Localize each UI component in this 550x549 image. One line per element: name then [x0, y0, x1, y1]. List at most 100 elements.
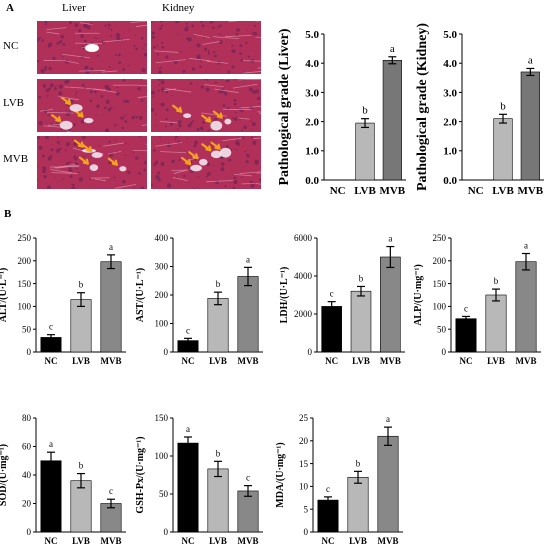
chart-liver-grade: 0.0 1.0 2.0 3.0 4.0 5.0 NC b LVB a MVB Pathological… [277, 28, 406, 197]
panel-label-a: A [6, 2, 14, 14]
chart-sod: 0 20 40 60 80 a NC b LVB c MVB SOD/(U·mg⁻¹) [0, 413, 126, 546]
x-tick-label: MVB [379, 185, 405, 197]
x-tick-label: NC [45, 536, 58, 546]
y-axis-label: ALT/(U·L⁻¹) [0, 268, 9, 323]
histology-row-nc: NC [3, 40, 19, 52]
y-tick-label: 10 [299, 482, 309, 492]
y-axis-label: Pathological grade (Liver) [277, 28, 292, 185]
x-tick-label: MVB [378, 536, 399, 546]
x-tick-label: NC [330, 185, 346, 197]
significance-letter: c [246, 473, 250, 483]
bar-mvb [237, 490, 259, 533]
y-axis-label: MDA/(U·mg⁻¹) [275, 442, 286, 507]
x-tick-label: NC [460, 356, 473, 366]
x-tick-label: LVB [209, 356, 227, 366]
y-tick-label: 80 [22, 413, 32, 423]
bar-mvb [237, 276, 259, 353]
y-tick-label: 2.0 [305, 116, 319, 128]
x-tick-label: MVB [238, 356, 259, 366]
bar-nc [321, 306, 342, 353]
histology-image-mvb-liver [36, 135, 148, 190]
significance-letter: c [109, 486, 113, 496]
bar-lvb [70, 299, 92, 353]
histology-row-mvb: MVB [3, 153, 29, 165]
y-tick-label: 4000 [294, 271, 313, 281]
significance-letter: b [359, 273, 364, 283]
y-tick-label: 100 [18, 302, 32, 312]
y-tick-label: 2.0 [443, 116, 457, 128]
bar-nc [455, 318, 477, 353]
significance-letter: c [464, 303, 468, 313]
y-tick-label: 250 [433, 233, 447, 243]
y-tick-label: 0.0 [305, 175, 319, 187]
x-tick-label: NC [322, 536, 335, 546]
y-tick-label: 4.0 [305, 58, 319, 70]
y-tick-label: 0 [27, 527, 32, 537]
y-tick-label: 3.0 [443, 87, 457, 99]
y-tick-label: 50 [22, 324, 32, 334]
bar-nc [317, 499, 339, 533]
x-tick-label: LVB [209, 536, 227, 546]
y-tick-label: 400 [155, 233, 169, 243]
bar-lvb [355, 122, 375, 181]
significance-letter: b [216, 448, 221, 458]
significance-letter: b [494, 276, 499, 286]
y-tick-label: 5.0 [305, 29, 319, 41]
chart-kidney-grade: 0.0 1.0 2.0 3.0 4.0 5.0 NC b LVB a MVB Pathological… [415, 23, 544, 197]
bar-mvb [377, 435, 399, 533]
significance-letter: c [330, 289, 334, 299]
histology-image-lvb-liver [36, 78, 148, 133]
y-tick-label: 150 [18, 279, 32, 289]
y-tick-label: 25 [299, 413, 309, 423]
x-tick-label: LVB [72, 536, 90, 546]
x-tick-label: LVB [492, 185, 514, 197]
y-axis-label: AST/(U·L⁻¹) [135, 268, 146, 322]
y-tick-label: 100 [433, 302, 447, 312]
significance-letter: a [49, 439, 53, 449]
significance-letter: c [49, 322, 53, 332]
x-tick-label: MVB [101, 536, 122, 546]
y-axis-label: GSH-Px/(U·mg⁻¹) [135, 436, 146, 513]
x-tick-label: NC [45, 356, 58, 366]
significance-letter: a [109, 242, 113, 252]
chart-ast: 0 100 200 300 400 c NC b LVB a MVB AST/(U·L⁻¹) [135, 233, 263, 366]
y-tick-label: 6000 [294, 233, 313, 243]
x-tick-label: LVB [352, 356, 370, 366]
significance-letter: c [326, 484, 330, 494]
chart-alt: 0 50 100 150 200 250 c NC b LVB a MVB ALT/(U·L⁻¹) [0, 233, 126, 366]
histology-image-nc-liver [36, 20, 148, 75]
y-tick-label: 4.0 [443, 58, 457, 70]
y-tick-label: 0 [164, 527, 169, 537]
x-tick-label: MVB [380, 356, 401, 366]
y-tick-label: 100 [155, 451, 169, 461]
histology-image-mvb-kidney [150, 135, 262, 190]
significance-letter: b [79, 461, 84, 471]
bar-lvb [207, 298, 229, 353]
histology-row-lvb: LVB [3, 97, 24, 109]
x-tick-label: MVB [101, 356, 122, 366]
x-tick-label: NC [325, 356, 338, 366]
y-tick-label: 150 [155, 413, 169, 423]
significance-letter: b [356, 458, 361, 468]
y-tick-label: 40 [22, 470, 32, 480]
y-tick-label: 200 [18, 256, 32, 266]
significance-letter: c [186, 325, 190, 335]
x-tick-label: LVB [487, 356, 505, 366]
y-axis-label: LDH/(U·L⁻¹) [279, 267, 290, 324]
x-tick-label: NC [468, 185, 484, 197]
bar-mvb [382, 59, 402, 181]
x-tick-label: LVB [72, 356, 90, 366]
significance-letter: a [524, 241, 528, 251]
histology-image-nc-kidney [150, 20, 262, 75]
chart-ldh: 0 2000 4000 6000 c NC b LVB a MVB LDH/(U·L⁻¹) [279, 233, 405, 366]
x-tick-label: MVB [516, 356, 537, 366]
x-tick-label: NC [182, 536, 195, 546]
y-tick-label: 2000 [294, 309, 313, 319]
y-axis-label: Pathological grade (Kidney) [415, 23, 430, 191]
y-tick-label: 300 [155, 262, 169, 272]
y-tick-label: 1.0 [443, 146, 457, 158]
significance-letter: a [186, 424, 190, 434]
bar-lvb [493, 118, 513, 181]
significance-letter: a [390, 43, 395, 55]
significance-letter: b [216, 279, 221, 289]
